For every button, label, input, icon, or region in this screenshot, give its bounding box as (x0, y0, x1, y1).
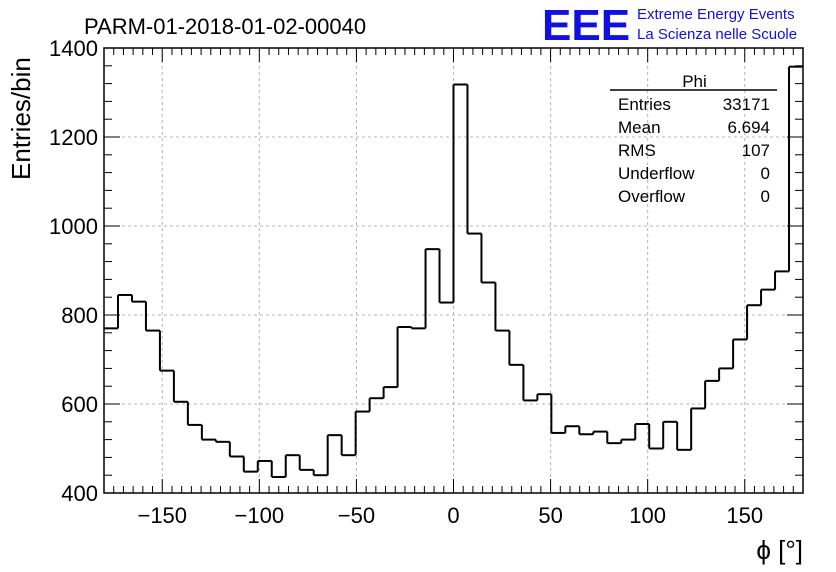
x-tick-label: −100 (235, 503, 285, 528)
stats-label: Mean (618, 118, 661, 137)
y-tick-label: 1400 (49, 36, 98, 61)
x-tick-label: 150 (726, 503, 763, 528)
stats-value: 107 (742, 141, 770, 160)
x-tick-label: −150 (137, 503, 187, 528)
y-tick-label: 1200 (49, 125, 98, 150)
x-tick-label: 100 (629, 503, 666, 528)
y-axis-label: Entries/bin (6, 57, 36, 180)
stats-label: Overflow (618, 187, 686, 206)
eee-logo-mark: EEE (542, 1, 630, 50)
axes (103, 47, 804, 494)
stats-value: 6.694 (727, 118, 770, 137)
stats-value: 0 (761, 187, 770, 206)
y-tick-label: 600 (61, 392, 98, 417)
x-tick-label: 0 (447, 503, 459, 528)
stats-label: RMS (618, 141, 656, 160)
stats-label: Entries (618, 95, 671, 114)
y-tick-label: 400 (61, 481, 98, 506)
y-tick-label: 1000 (49, 214, 98, 239)
histogram-bins (104, 65, 803, 478)
stats-label: Underflow (618, 164, 695, 183)
chart-title: PARM-01-2018-01-02-00040 (84, 14, 366, 39)
stats-box: Phi Entries 33171 Mean 6.694 RMS 107 Underflow 0… (610, 72, 777, 206)
x-tick-label: 50 (538, 503, 562, 528)
stats-title: Phi (682, 72, 707, 91)
x-axis-label: ϕ [°] (756, 535, 803, 565)
tick-labels: −150 −100 −50 0 50 100 150 400 600 800 1000 1200 140… (49, 36, 763, 528)
logo-line-2: La Scienza nelle Scuole (637, 26, 797, 43)
stats-value: 33171 (723, 95, 770, 114)
logo-line-1: Extreme Energy Events (637, 6, 795, 23)
stats-value: 0 (761, 164, 770, 183)
x-tick-label: −50 (338, 503, 375, 528)
y-tick-label: 800 (61, 303, 98, 328)
